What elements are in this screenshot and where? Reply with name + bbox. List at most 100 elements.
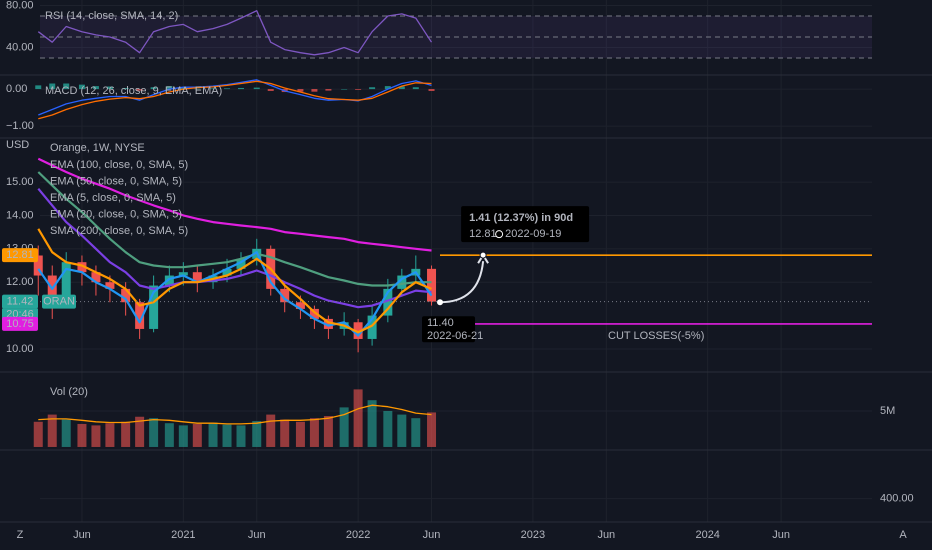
projection-start-date: 2022-06-21 (427, 330, 483, 342)
histogram-bar (325, 89, 332, 91)
candle-body (397, 275, 407, 289)
histogram-bar (428, 89, 435, 91)
volume-bar (208, 422, 218, 447)
price-level-label: 11.42 (7, 295, 34, 307)
y-tick-label: 5M (880, 405, 895, 417)
histogram-bar (63, 83, 70, 90)
histogram-bar (341, 89, 348, 90)
volume-bar (222, 424, 232, 447)
clock-icon (495, 230, 504, 239)
x-tick-label: Jun (597, 529, 615, 541)
series-line (37, 187, 432, 309)
volume-bar (135, 416, 145, 447)
volume-bar (236, 425, 246, 447)
candle-body (367, 315, 377, 339)
candle-body (236, 258, 246, 269)
candle-body (61, 262, 71, 299)
series-line (37, 10, 433, 56)
button[interactable]: A (899, 529, 907, 541)
button[interactable]: Z (17, 529, 24, 541)
price-level-box (2, 316, 38, 331)
x-tick-label: Jun (248, 529, 266, 541)
volume-bar (61, 419, 71, 447)
candle-body (105, 282, 115, 289)
x-tick-label: 2023 (521, 529, 545, 541)
price-level-label: 12.81 (6, 249, 34, 261)
candle-body (121, 288, 131, 303)
unit-label: USD (6, 139, 29, 151)
volume-bar (33, 421, 43, 447)
histogram-bar (210, 88, 217, 90)
candle-body (135, 302, 145, 329)
volume-bar (295, 421, 305, 447)
histogram-bar (136, 89, 143, 91)
candle-body (77, 262, 87, 273)
x-tick-label: Jun (423, 529, 441, 541)
series-line (37, 171, 432, 287)
price-level-label: 10.75 (6, 318, 34, 330)
candle-body (149, 285, 159, 329)
x-tick-label: 2021 (171, 529, 195, 541)
histogram-bar (369, 87, 376, 90)
volume-bar (252, 421, 262, 447)
candle-body (309, 308, 319, 319)
y-tick-label: 0.00 (6, 83, 27, 95)
histogram-bar (297, 89, 304, 92)
volume-bar (164, 423, 174, 447)
histogram-bar (412, 87, 419, 90)
legend-entry: EMA (50, close, 0, SMA, 5) (50, 175, 182, 187)
legend-entry: EMA (20, close, 0, SMA, 5) (50, 208, 182, 220)
volume-bar (427, 412, 437, 447)
histogram-bar (398, 86, 405, 90)
histogram-bar (106, 86, 113, 90)
volume-bar (309, 418, 319, 447)
volume-bar (77, 423, 87, 447)
y-tick-label: 10.00 (6, 343, 34, 355)
candle-body (383, 288, 393, 316)
volume-bar (411, 418, 421, 447)
projection-end (479, 251, 487, 259)
candle-body (295, 302, 305, 309)
histogram-bar (78, 84, 85, 90)
symbol-box (42, 294, 76, 309)
start-box (422, 316, 476, 343)
volume-bar (339, 407, 349, 447)
projection-change: 1.41 (12.37%) in 90d (469, 212, 573, 224)
y-tick-label: −1.00 (6, 120, 34, 132)
series-line (37, 251, 433, 337)
series-line (38, 80, 432, 120)
histogram-bar (253, 87, 260, 90)
histogram-bar (224, 88, 231, 90)
volume-bar (323, 416, 333, 447)
candle-body (178, 272, 188, 276)
candle-body (91, 272, 101, 283)
volume-bar (178, 425, 188, 447)
projection-start (437, 299, 444, 306)
candle-body (222, 268, 232, 276)
histogram-bar (267, 89, 274, 91)
projection-end-price: 12.81 (469, 228, 497, 240)
chart-title: Orange, 1W, NYSE (50, 142, 145, 154)
x-tick-label: 2024 (695, 529, 719, 541)
histogram-bar (122, 87, 129, 90)
volume-bar (105, 423, 115, 447)
volume-bar (280, 419, 290, 447)
x-tick-label: Jun (73, 529, 91, 541)
x-tick-label: Jun (772, 529, 790, 541)
volume-bar (149, 418, 159, 447)
y-tick-label: 40.00 (6, 41, 34, 53)
volume-bar (121, 421, 131, 447)
price-level-box (2, 248, 38, 263)
volume-bar (367, 400, 377, 447)
level-note: CUT LOSSES(-5%) (608, 330, 704, 342)
projection-box (461, 206, 590, 243)
legend-entry: EMA (5, close, 0, SMA, 5) (50, 192, 176, 204)
pane-title: RSI (14, close, SMA, 14, 2) (45, 10, 178, 22)
candle-body (280, 288, 290, 303)
volume-bar (47, 414, 57, 447)
volume-bar (91, 425, 101, 447)
x-tick-label: 2022 (346, 529, 370, 541)
histogram-bar (384, 86, 391, 90)
projection-end-date: 2022-09-19 (505, 228, 561, 240)
